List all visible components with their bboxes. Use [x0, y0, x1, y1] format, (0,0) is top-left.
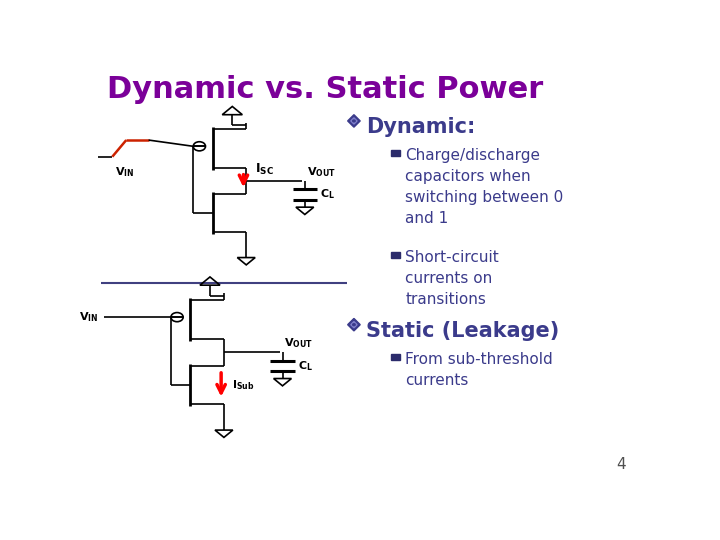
Polygon shape [392, 150, 400, 156]
Text: $\mathbf{I_{Sub}}$: $\mathbf{I_{Sub}}$ [233, 378, 255, 392]
Text: $\mathbf{V_{IN}}$: $\mathbf{V_{IN}}$ [115, 165, 135, 179]
Text: From sub-threshold
currents: From sub-threshold currents [405, 352, 553, 388]
Text: $\mathbf{C_L}$: $\mathbf{C_L}$ [298, 359, 313, 373]
Circle shape [353, 324, 355, 326]
Polygon shape [348, 114, 360, 127]
Text: Dynamic vs. Static Power: Dynamic vs. Static Power [107, 75, 543, 104]
Polygon shape [392, 252, 400, 258]
Text: $\mathbf{I_{SC}}$: $\mathbf{I_{SC}}$ [255, 161, 274, 177]
Polygon shape [351, 118, 357, 124]
Text: $\mathbf{V_{OUT}}$: $\mathbf{V_{OUT}}$ [307, 165, 336, 179]
Polygon shape [351, 321, 357, 328]
Text: Dynamic:: Dynamic: [366, 117, 476, 137]
Text: $\mathbf{V_{IN}}$: $\mathbf{V_{IN}}$ [79, 310, 99, 324]
Circle shape [353, 120, 355, 122]
Polygon shape [392, 354, 400, 360]
Text: 4: 4 [616, 457, 626, 472]
Text: Static (Leakage): Static (Leakage) [366, 321, 559, 341]
Text: $\mathbf{V_{OUT}}$: $\mathbf{V_{OUT}}$ [284, 336, 313, 350]
Text: Short-circuit
currents on
transitions: Short-circuit currents on transitions [405, 250, 499, 307]
Text: Charge/discharge
capacitors when
switching between 0
and 1: Charge/discharge capacitors when switchi… [405, 148, 564, 226]
Text: $\mathbf{C_L}$: $\mathbf{C_L}$ [320, 187, 336, 201]
Polygon shape [348, 319, 360, 331]
